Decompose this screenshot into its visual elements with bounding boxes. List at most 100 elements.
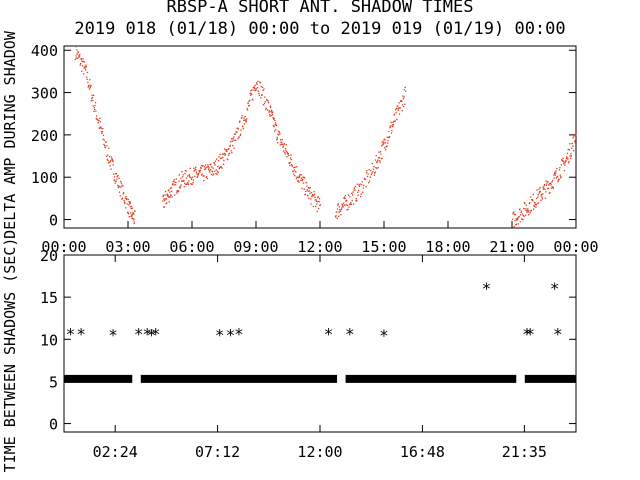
data-point (356, 183, 358, 185)
data-point (207, 165, 209, 168)
data-point (558, 179, 560, 181)
bottom-ylabel: TIME BETWEEN SHADOWS (SEC) (1, 238, 19, 473)
data-point (284, 148, 287, 150)
data-point (90, 84, 92, 86)
data-point (521, 218, 523, 220)
data-point (246, 118, 248, 120)
data-point (575, 134, 577, 136)
data-point (75, 55, 77, 57)
x-tick-label: 02:24 (93, 443, 138, 461)
data-point (227, 154, 230, 156)
data-point (74, 58, 76, 60)
data-point (239, 120, 241, 122)
data-point (120, 186, 122, 188)
data-point (336, 211, 338, 213)
data-point (353, 189, 355, 191)
data-point (280, 141, 282, 143)
data-point (354, 185, 357, 188)
data-point (117, 186, 120, 189)
data-point (103, 143, 105, 146)
data-point (244, 119, 247, 121)
data-point (86, 71, 89, 74)
data-point (214, 170, 216, 172)
data-point (105, 155, 108, 157)
data-point (347, 208, 349, 211)
data-point (377, 167, 379, 169)
data-point (230, 150, 232, 152)
data-point (295, 171, 297, 173)
data-point (245, 121, 247, 123)
y-tick-label: 5 (49, 373, 58, 391)
data-point (341, 203, 343, 205)
y-tick-label: 0 (49, 212, 58, 230)
data-point (396, 105, 399, 107)
data-point (130, 215, 132, 217)
data-point (232, 144, 234, 147)
data-point (246, 109, 249, 111)
data-point (269, 115, 271, 117)
data-point (240, 129, 242, 131)
data-point (94, 108, 96, 111)
data-point (342, 202, 345, 204)
data-point (358, 185, 361, 187)
data-point (195, 166, 197, 168)
data-point (268, 111, 270, 113)
data-point (512, 213, 514, 215)
data-point (216, 170, 219, 173)
data-point (116, 178, 118, 180)
data-point (120, 182, 123, 184)
baseline-points (64, 374, 133, 383)
data-point (260, 85, 262, 88)
data-point (122, 185, 124, 187)
data-point (288, 162, 291, 164)
data-point (382, 143, 385, 145)
data-point (555, 170, 557, 172)
data-point (381, 157, 383, 160)
data-point (82, 58, 84, 60)
data-point (92, 105, 94, 107)
data-point (121, 184, 123, 186)
data-point (567, 148, 569, 151)
data-point (378, 157, 380, 159)
data-point (124, 207, 127, 209)
data-point (100, 126, 102, 128)
data-point (248, 104, 251, 107)
data-point (102, 128, 104, 130)
data-point (105, 141, 107, 143)
data-point (395, 109, 397, 111)
x-tick-label: 15:00 (361, 238, 406, 256)
data-point (294, 166, 296, 168)
data-point (84, 69, 87, 71)
data-point (285, 149, 287, 152)
data-point (78, 54, 80, 56)
data-point (236, 127, 239, 129)
data-point (176, 192, 178, 194)
data-point (338, 206, 341, 208)
data-point (338, 211, 340, 213)
data-point (380, 144, 383, 147)
data-point (530, 209, 532, 212)
data-point (388, 130, 390, 133)
data-point (212, 167, 214, 169)
data-point (229, 145, 231, 147)
data-point (301, 187, 303, 190)
data-point (128, 213, 130, 215)
data-point (113, 176, 116, 178)
data-point: * (215, 325, 225, 344)
data-point (371, 162, 374, 165)
data-point (283, 143, 286, 145)
data-point (354, 189, 356, 191)
data-point (170, 187, 172, 189)
data-point (182, 176, 184, 178)
data-point (165, 198, 168, 200)
data-point (118, 177, 120, 179)
data-point (334, 216, 337, 218)
data-point (91, 97, 93, 100)
data-point (91, 94, 93, 96)
data-point (305, 181, 308, 184)
data-point (92, 99, 94, 102)
data-point (404, 103, 406, 105)
x-tick-label: 12:00 (297, 238, 342, 256)
data-point (547, 187, 550, 190)
data-point: * (550, 279, 560, 298)
